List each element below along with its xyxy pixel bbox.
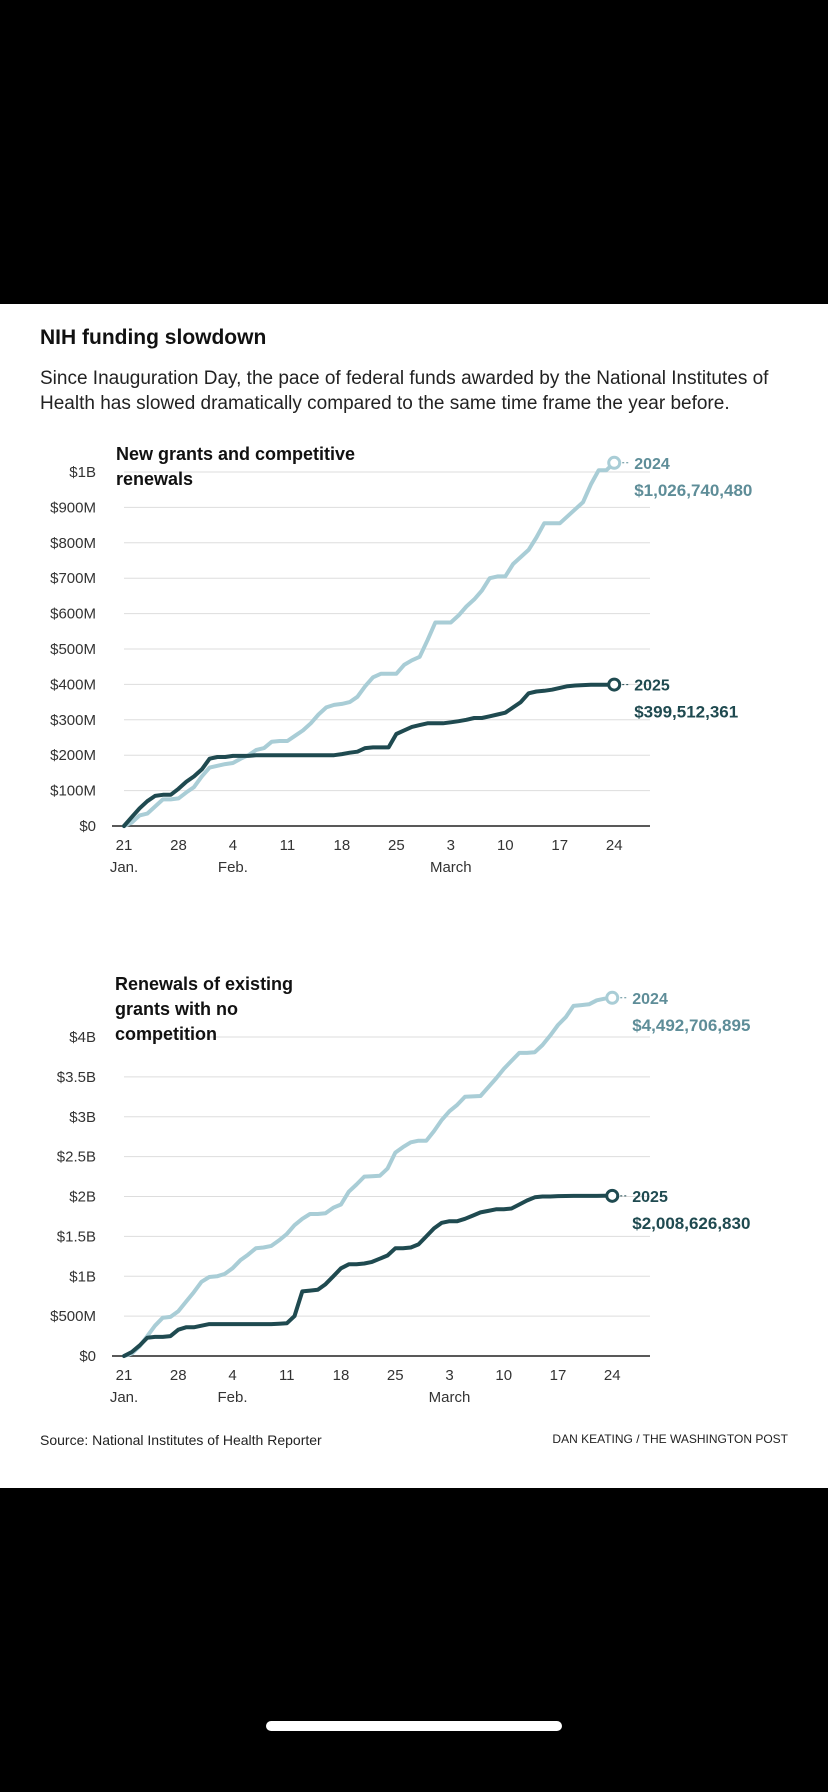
series-end-marker-2025 xyxy=(605,1188,620,1203)
x-tick-label: 18 xyxy=(333,1367,350,1384)
y-tick-label: $1B xyxy=(69,1268,96,1285)
chart-title-line: Renewals of existing xyxy=(115,974,293,994)
x-tick-label: 17 xyxy=(551,837,568,854)
x-tick-label: 11 xyxy=(280,837,296,854)
y-tick-label: $2B xyxy=(69,1189,96,1206)
series-total-label: $2,008,626,830 xyxy=(632,1214,750,1233)
x-month-label: Jan. xyxy=(110,1389,138,1406)
y-tick-label: $1B xyxy=(69,464,96,481)
x-month-label: March xyxy=(430,859,472,876)
y-tick-label: $400M xyxy=(50,676,96,693)
chart-title-line: grants with no xyxy=(115,999,238,1019)
series-year-label: 2024 xyxy=(632,991,668,1008)
series-year-label: 2025 xyxy=(632,1189,668,1206)
x-month-label: March xyxy=(429,1389,471,1406)
y-tick-label: $3.5B xyxy=(57,1069,96,1086)
series-year-label: 2025 xyxy=(634,678,670,695)
y-tick-label: $300M xyxy=(50,712,96,729)
y-tick-label: $700M xyxy=(50,570,96,587)
series-year-label: 2024 xyxy=(634,456,670,473)
home-indicator xyxy=(266,1721,562,1731)
series-total-label: $4,492,706,895 xyxy=(632,1016,750,1035)
y-tick-label: $100M xyxy=(50,783,96,800)
chart-card: NIH funding slowdown Since Inauguration … xyxy=(0,304,828,1488)
x-tick-label: 24 xyxy=(604,1367,621,1384)
x-tick-label: 21 xyxy=(116,1367,133,1384)
x-month-label: Jan. xyxy=(110,859,138,876)
y-tick-label: $500M xyxy=(50,1308,96,1325)
y-tick-label: $800M xyxy=(50,535,96,552)
y-tick-label: $900M xyxy=(50,499,96,516)
page-title: NIH funding slowdown xyxy=(40,326,267,349)
y-tick-label: $0 xyxy=(79,818,96,835)
series-total-label: $1,026,740,480 xyxy=(634,481,752,500)
chart-title-line: New grants and competitive xyxy=(116,444,355,464)
y-tick-label: $600M xyxy=(50,606,96,623)
y-tick-label: $200M xyxy=(50,747,96,764)
y-tick-label: $0 xyxy=(79,1348,96,1365)
x-tick-label: 4 xyxy=(229,837,237,854)
x-tick-label: 3 xyxy=(445,1367,453,1384)
series-line-2025 xyxy=(122,1193,615,1358)
y-tick-label: $500M xyxy=(50,641,96,658)
x-tick-label: 21 xyxy=(116,837,133,854)
x-month-label: Feb. xyxy=(218,859,248,876)
x-tick-label: 4 xyxy=(228,1367,236,1384)
x-tick-label: 28 xyxy=(170,837,187,854)
credit-line: DAN KEATING / THE WASHINGTON POST xyxy=(552,1432,788,1446)
chart-renewals: $0 $500M $1B $1.5B $2B $2.5B $3B $3.5B $4B 21 Jan.… xyxy=(50,974,750,1406)
chart-new-grants: $0 $100M $200M $300M $400M $500M $600M $700M $80… xyxy=(50,444,752,876)
y-tick-label: $2.5B xyxy=(57,1149,96,1166)
x-tick-label: 11 xyxy=(279,1367,295,1384)
series-line-2024 xyxy=(122,460,617,828)
x-tick-label: 18 xyxy=(334,837,351,854)
x-tick-label: 28 xyxy=(170,1367,187,1384)
series-total-label: $399,512,361 xyxy=(634,703,738,722)
chart-title-line: competition xyxy=(115,1024,217,1044)
source-note: Source: National Institutes of Health Re… xyxy=(40,1432,322,1448)
x-tick-label: 24 xyxy=(606,837,623,854)
page-subtitle: Since Inauguration Day, the pace of fede… xyxy=(40,368,769,414)
series-line-2024 xyxy=(122,995,615,1358)
series-line-2025 xyxy=(122,682,617,828)
y-tick-label: $1.5B xyxy=(57,1228,96,1245)
x-tick-label: 10 xyxy=(495,1367,512,1384)
series-end-marker-2025 xyxy=(607,677,622,692)
series-end-marker-2024 xyxy=(607,455,622,470)
x-tick-label: 17 xyxy=(550,1367,567,1384)
y-tick-label: $4B xyxy=(69,1029,96,1046)
x-tick-label: 25 xyxy=(387,1367,404,1384)
x-tick-label: 10 xyxy=(497,837,514,854)
x-tick-label: 3 xyxy=(447,837,455,854)
series-end-marker-2024 xyxy=(605,990,620,1005)
chart-title-line: renewals xyxy=(116,469,193,489)
x-tick-label: 25 xyxy=(388,837,405,854)
x-month-label: Feb. xyxy=(217,1389,247,1406)
y-tick-label: $3B xyxy=(69,1109,96,1126)
